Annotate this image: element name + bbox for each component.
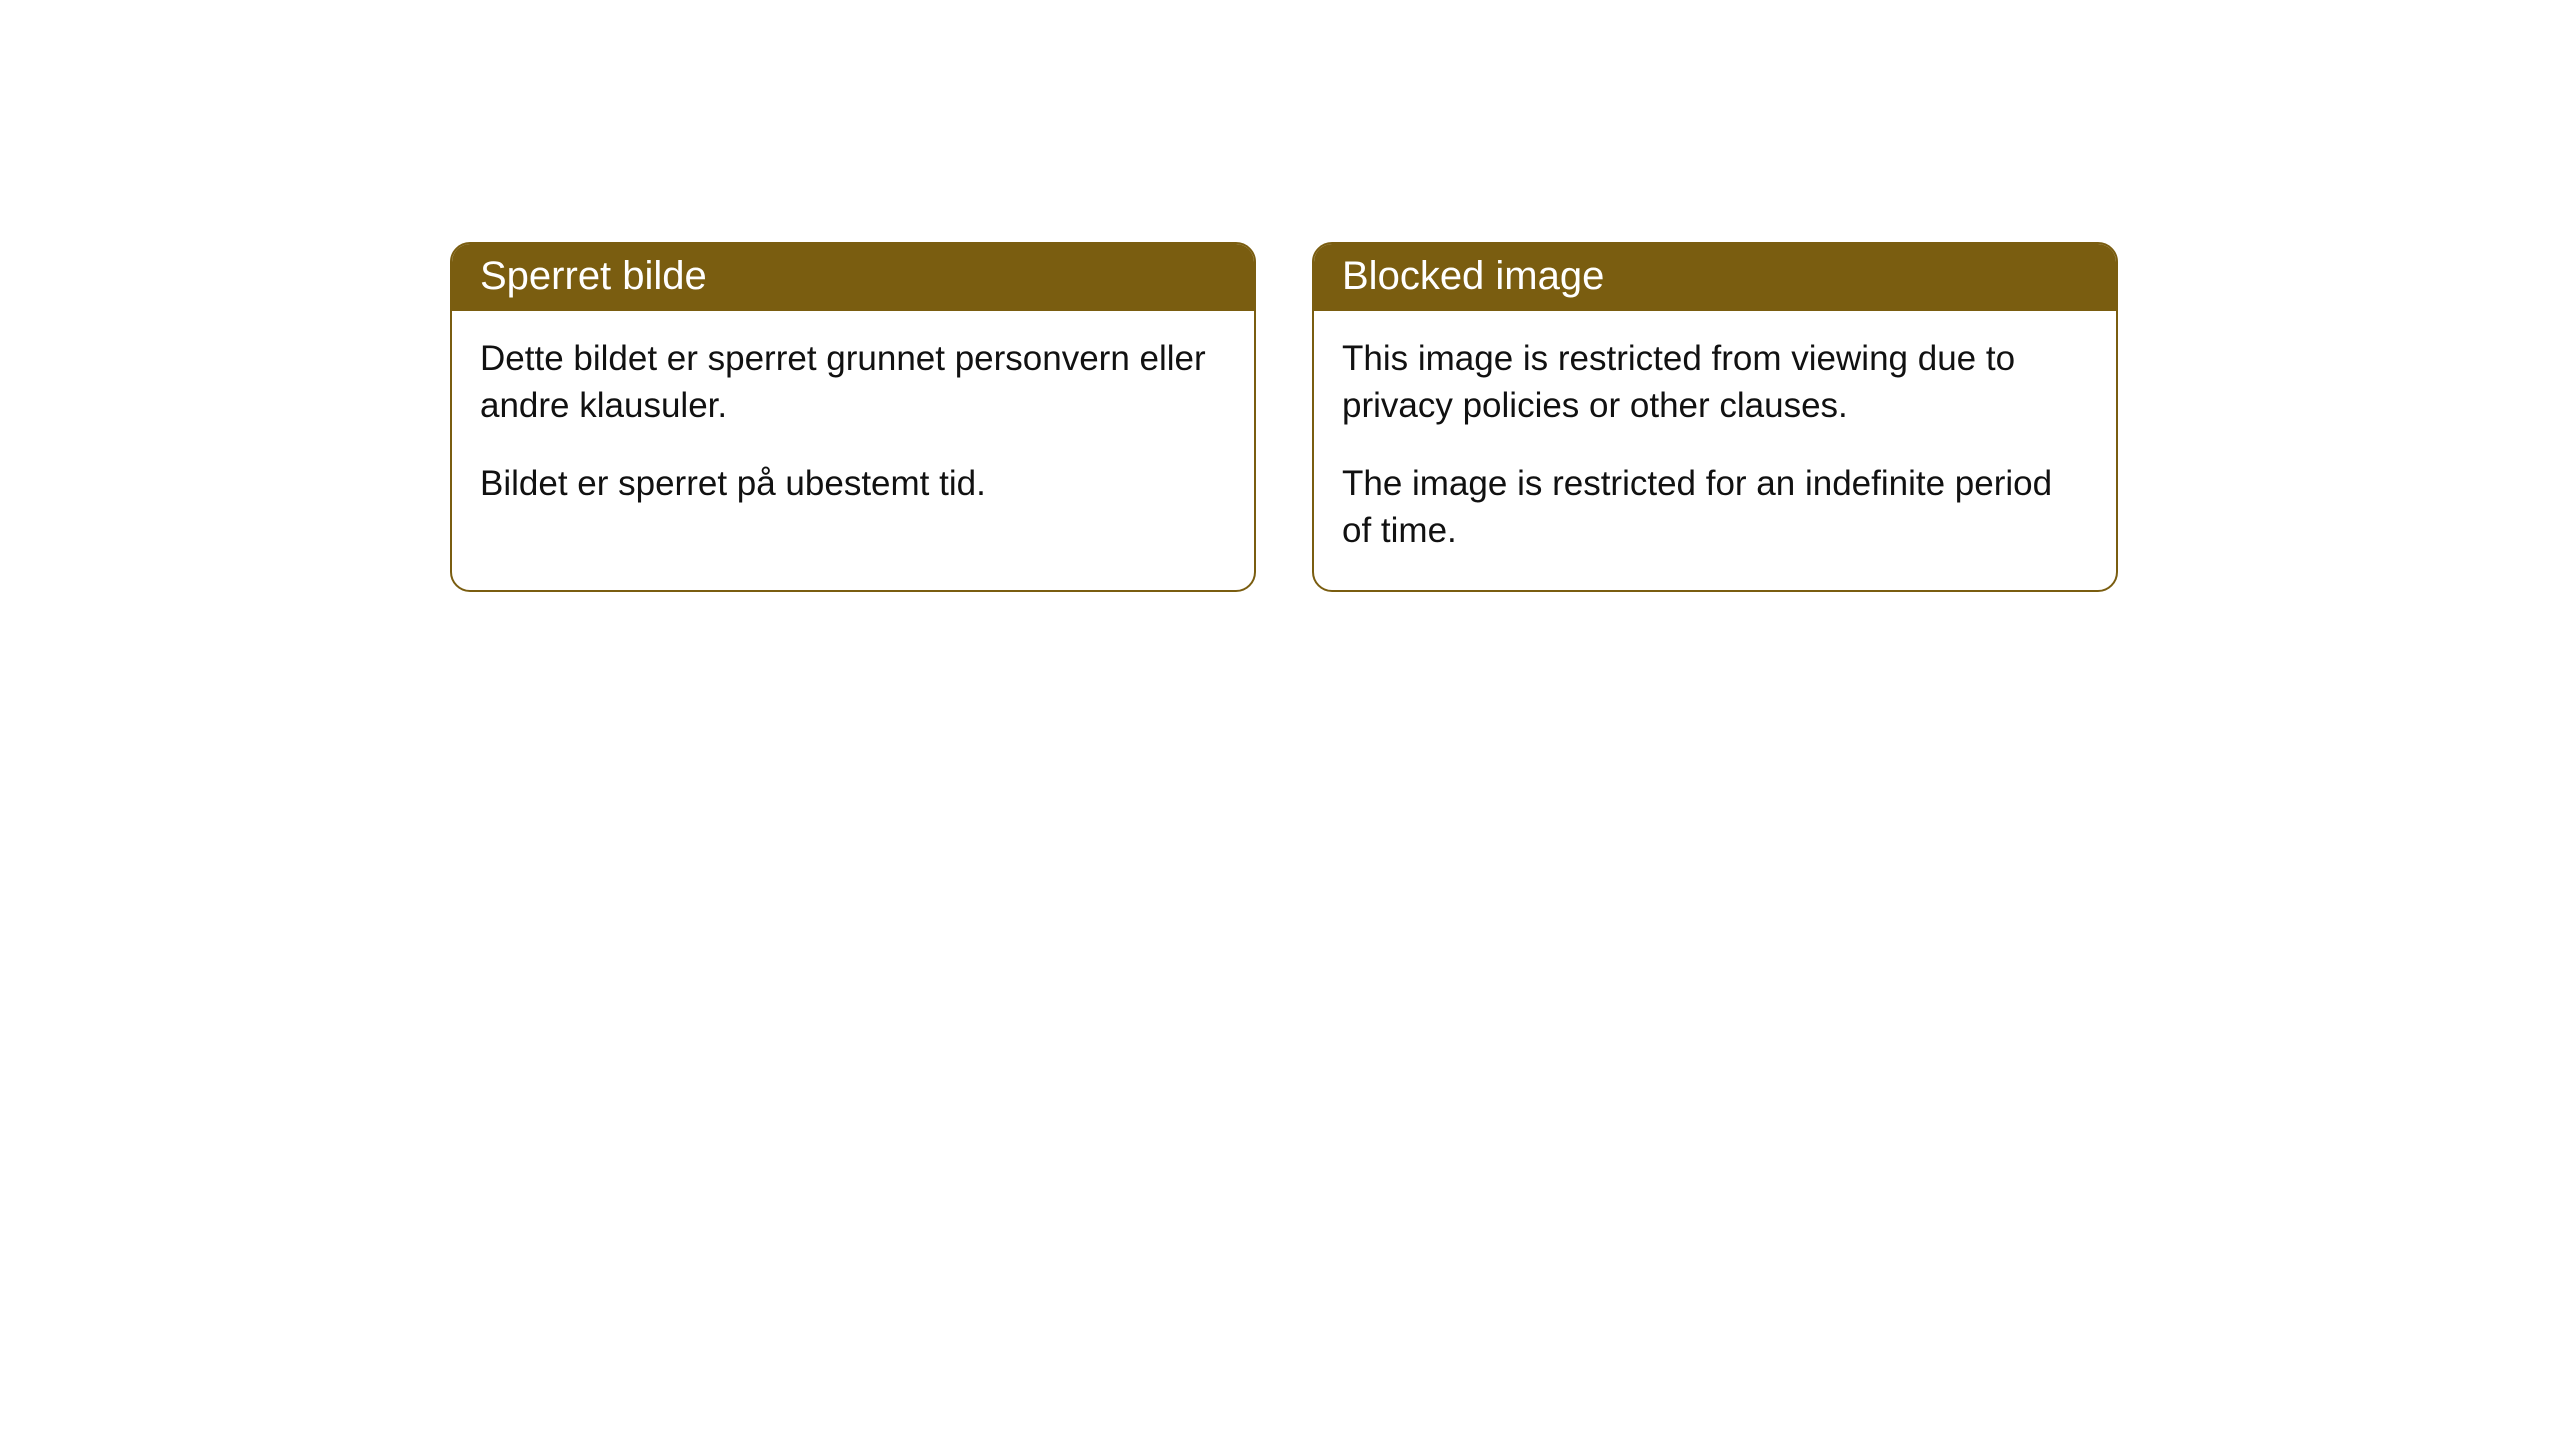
card-paragraph: This image is restricted from viewing du… (1342, 335, 2088, 430)
card-paragraph: The image is restricted for an indefinit… (1342, 460, 2088, 555)
card-paragraph: Dette bildet er sperret grunnet personve… (480, 335, 1226, 430)
card-body-norwegian: Dette bildet er sperret grunnet personve… (452, 311, 1254, 543)
card-paragraph: Bildet er sperret på ubestemt tid. (480, 460, 1226, 507)
card-body-english: This image is restricted from viewing du… (1314, 311, 2116, 590)
card-header-norwegian: Sperret bilde (452, 244, 1254, 311)
card-norwegian: Sperret bilde Dette bildet er sperret gr… (450, 242, 1256, 592)
card-header-english: Blocked image (1314, 244, 2116, 311)
card-english: Blocked image This image is restricted f… (1312, 242, 2118, 592)
cards-container: Sperret bilde Dette bildet er sperret gr… (0, 0, 2560, 592)
